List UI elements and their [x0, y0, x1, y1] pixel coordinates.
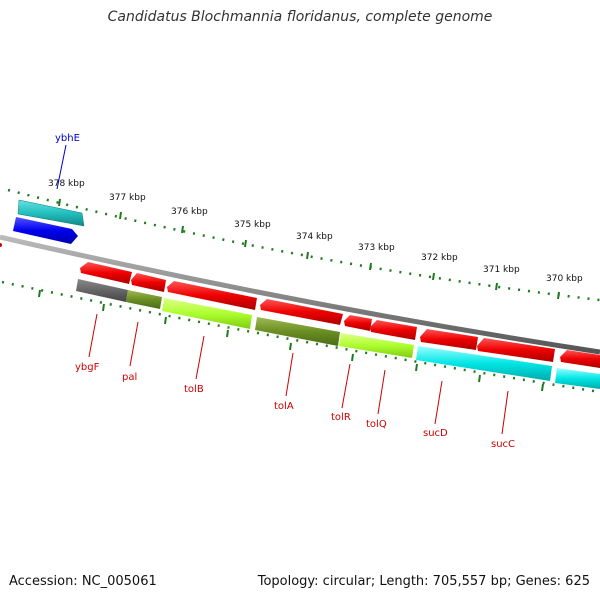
map-title: Candidatus Blochmannia floridanus, compl… [107, 9, 493, 25]
gene-arrow-red [477, 338, 555, 362]
gene-arrow-red [131, 273, 166, 292]
gene-labels: ybhE ybgF pal tolB tolA tolR tolQ sucD s… [55, 133, 515, 450]
scale-label: 378 kbp [48, 179, 85, 189]
scale-label: 376 kbp [171, 207, 208, 217]
lower-scale-ticks [38, 289, 544, 392]
gene-arrow-red [260, 299, 343, 325]
forward-strand-genes [80, 262, 600, 368]
reverse-strand-genes [76, 279, 600, 389]
feature-teal [17, 199, 85, 227]
gene-arrow-red [370, 320, 417, 340]
gene-bar-tolB [162, 298, 252, 329]
gene-arrow-red [560, 350, 600, 368]
genome-summary-text: Topology: circular; Length: 705,557 bp; … [257, 574, 590, 589]
gene-bar-tolQR [339, 333, 414, 358]
gene-bar-tolA [255, 317, 340, 346]
upper-scale-ticks [58, 198, 560, 300]
gene-bar-suc [416, 346, 552, 381]
gene-arrow-red [167, 281, 257, 310]
accession-text: Accession: NC_005061 [9, 574, 157, 589]
feature-ybhE [13, 217, 78, 244]
scale-label: 371 kbp [483, 265, 520, 275]
gene-label-sucD: sucD [423, 428, 448, 439]
gene-arrow-red [80, 262, 132, 284]
scale-label: 377 kbp [109, 193, 146, 203]
gene-bar-cyan [555, 368, 600, 389]
scale-label: 373 kbp [358, 243, 395, 253]
gene-bar-pal [126, 290, 162, 309]
label-leaders [56, 144, 509, 435]
gene-label-ybgF: ybgF [75, 362, 100, 373]
gene-label-tolQ: tolQ [366, 419, 387, 430]
genome-backbone [0, 234, 600, 355]
edge-marker [0, 243, 2, 247]
gene-bar-ybgF [76, 279, 128, 302]
scale-label: 370 kbp [546, 274, 583, 284]
gene-arrow-red [420, 329, 478, 350]
scale-labels: 378 kbp 377 kbp 376 kbp 375 kbp 374 kbp … [48, 179, 583, 284]
gene-label-tolA: tolA [274, 401, 294, 412]
gene-label-pal: pal [122, 372, 137, 383]
gene-label-ybhE: ybhE [55, 133, 80, 144]
scale-label: 375 kbp [234, 220, 271, 230]
scale-label: 372 kbp [421, 253, 458, 263]
gene-arrow-red [344, 315, 372, 331]
gene-label-sucC: sucC [491, 439, 515, 450]
gene-label-tolR: tolR [331, 412, 351, 423]
upper-scale-dots [7, 188, 600, 302]
gene-label-tolB: tolB [184, 384, 204, 395]
scale-label: 374 kbp [296, 232, 333, 242]
